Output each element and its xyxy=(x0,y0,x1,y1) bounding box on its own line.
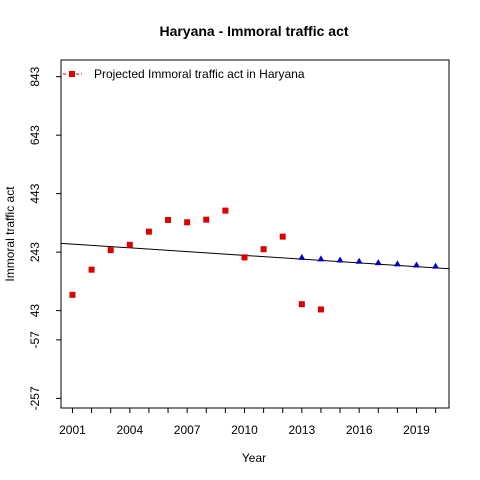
data-point-square xyxy=(107,247,114,254)
data-point-square xyxy=(184,219,191,226)
y-tick-label: -57 xyxy=(28,331,42,349)
y-tick-label: 243 xyxy=(28,242,42,262)
x-tick-label: 2004 xyxy=(116,423,143,437)
data-point-square xyxy=(88,266,95,273)
trend-line xyxy=(60,242,450,270)
y-axis-label: Immoral traffic act xyxy=(3,186,17,282)
data-point-triangle xyxy=(317,255,325,262)
legend-label: Projected Immoral traffic act in Haryana xyxy=(94,67,305,81)
y-tick-label: 643 xyxy=(28,125,42,145)
data-point-triangle xyxy=(336,256,344,263)
data-point-square xyxy=(165,216,172,223)
data-point-square xyxy=(279,233,286,240)
x-tick-label: 2013 xyxy=(288,423,315,437)
data-point-triangle xyxy=(298,253,306,260)
data-point-square xyxy=(222,207,229,214)
x-tick-label: 2010 xyxy=(231,423,258,437)
x-axis: 2001 2004 2007 2010 2013 2016 2019 xyxy=(59,408,437,437)
trend-line-group xyxy=(60,242,450,270)
x-tick-label: 2019 xyxy=(403,423,430,437)
y-axis: -257 -57 43 243 443 643 843 xyxy=(28,66,61,410)
y-tick-label: 443 xyxy=(28,183,42,203)
legend: Projected Immoral traffic act in Haryana xyxy=(63,67,305,81)
data-point-square xyxy=(69,291,76,298)
data-point-triangle xyxy=(374,259,382,266)
chart-title: Haryana - Immoral traffic act xyxy=(159,23,348,39)
x-tick-label: 2016 xyxy=(346,423,373,437)
data-point-square xyxy=(298,301,305,308)
y-tick-label: -257 xyxy=(28,386,42,410)
data-point-triangle xyxy=(393,260,401,267)
x-axis-label: Year xyxy=(242,451,266,465)
x-tick-label: 2001 xyxy=(59,423,86,437)
y-tick-label: 843 xyxy=(28,66,42,86)
data-point-square xyxy=(145,228,152,235)
plot-frame xyxy=(60,59,450,409)
data-point-square xyxy=(260,246,267,253)
data-point-triangle xyxy=(355,257,363,264)
data-point-triangle xyxy=(413,261,421,268)
x-tick-label: 2007 xyxy=(174,423,201,437)
data-point-triangle xyxy=(432,262,440,269)
data-marks xyxy=(69,207,440,313)
data-point-square xyxy=(126,241,133,248)
legend-square-marker xyxy=(69,71,75,77)
y-tick-label: 43 xyxy=(28,304,42,318)
data-point-square xyxy=(203,216,210,223)
data-point-square xyxy=(241,254,248,261)
data-point-square xyxy=(317,306,324,313)
